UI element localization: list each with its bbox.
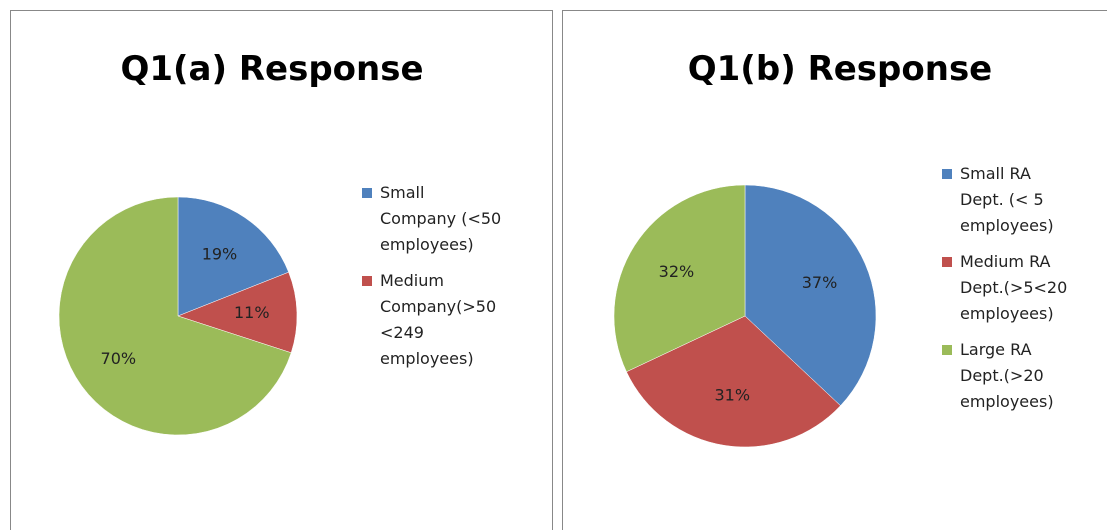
data-label: 32% — [659, 262, 695, 281]
legend: Small RA Dept. (< 5 employees) Medium RA … — [942, 161, 1072, 425]
legend-entry: Small RA Dept. (< 5 employees) — [942, 161, 1072, 239]
legend-entry: Medium Company(>50 <249 employees) — [362, 268, 502, 372]
pie-slice — [177, 271, 298, 354]
legend-swatch — [362, 276, 372, 286]
chart-panel — [10, 10, 553, 530]
legend-swatch — [362, 188, 372, 198]
pie-slice — [58, 196, 292, 436]
legend-label: Small RA Dept. (< 5 employees) — [960, 164, 1054, 235]
chart-title: Q1(b) Response — [688, 49, 993, 89]
pie-slice — [177, 196, 289, 317]
chart-title: Q1(a) Response — [120, 49, 423, 89]
pie-slice — [613, 184, 746, 373]
legend-swatch — [942, 257, 952, 267]
legend-entry: Large RA Dept.(>20 employees) — [942, 337, 1072, 415]
legend-swatch — [942, 345, 952, 355]
pie-slice — [626, 315, 841, 448]
data-label: 37% — [802, 273, 838, 292]
legend-label: Medium RA Dept.(>5<20 employees) — [960, 252, 1068, 323]
data-label: 70% — [101, 349, 137, 368]
chart-panel — [562, 10, 1107, 530]
legend-entry: Small Company (<50 employees) — [362, 180, 502, 258]
legend-label: Medium Company(>50 <249 employees) — [380, 271, 497, 368]
legend-label: Large RA Dept.(>20 employees) — [960, 340, 1054, 411]
legend-label: Small Company (<50 employees) — [380, 183, 502, 254]
legend-swatch — [942, 169, 952, 179]
legend-entry: Medium RA Dept.(>5<20 employees) — [942, 249, 1072, 327]
data-label: 11% — [234, 303, 270, 322]
data-label: 19% — [202, 244, 238, 263]
data-label: 31% — [715, 386, 751, 405]
pie-slice — [744, 184, 877, 407]
legend: Small Company (<50 employees) Medium Comp… — [362, 180, 502, 382]
